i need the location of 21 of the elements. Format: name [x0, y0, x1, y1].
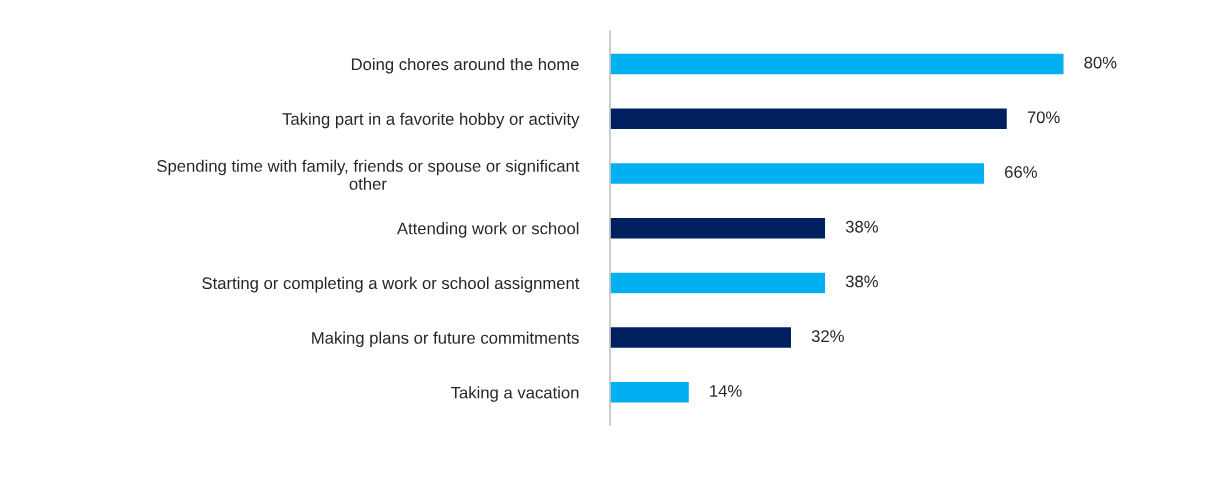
bar [609, 52, 1065, 76]
bar [609, 325, 793, 350]
y-tick-label: Doing chores around the home [351, 57, 579, 74]
data-label: 80% [1084, 56, 1117, 69]
bar [609, 271, 827, 295]
data-label: 70% [1027, 111, 1060, 124]
bar [609, 107, 1009, 131]
data-label: 32% [811, 330, 844, 343]
data-label: 14% [710, 385, 742, 397]
bar [609, 161, 986, 186]
y-tick-label: Making plans or future commitments [312, 331, 579, 348]
data-label: 38% [845, 220, 878, 233]
data-label: 38% [845, 275, 878, 288]
data-label: 66% [1005, 166, 1037, 178]
y-tick-label: Attending work or school [396, 222, 579, 238]
y-tick-label: Taking part in a favorite hobby or activity [282, 112, 580, 129]
bar [609, 380, 691, 404]
y-tick-label: Taking a vacation [451, 386, 579, 402]
bar [609, 216, 827, 240]
y-tick-label: Spending time with family, friends or spouse or significant other [157, 159, 580, 190]
y-tick-label: Starting or completing a work or school assignment [202, 276, 580, 293]
